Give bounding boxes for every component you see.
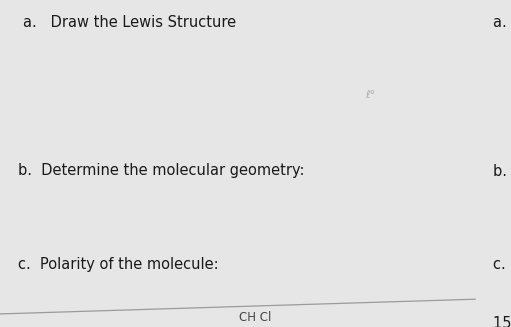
Text: c. Po: c. Po — [493, 257, 511, 272]
Text: c.  Polarity of the molecule:: c. Polarity of the molecule: — [18, 257, 219, 272]
Text: a. Dra: a. Dra — [493, 15, 511, 30]
Text: 15. D: 15. D — [493, 316, 511, 327]
Text: CH Cl: CH Cl — [239, 311, 272, 324]
Text: ℓ°: ℓ° — [365, 90, 376, 100]
Text: b.  Determine the molecular geometry:: b. Determine the molecular geometry: — [18, 164, 305, 179]
Text: b. De: b. De — [493, 164, 511, 179]
Text: a.   Draw the Lewis Structure: a. Draw the Lewis Structure — [23, 15, 236, 30]
